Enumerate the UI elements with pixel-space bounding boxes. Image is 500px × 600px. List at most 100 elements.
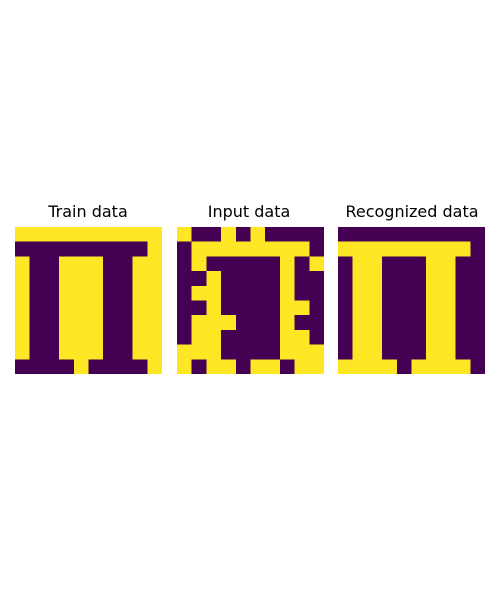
heatmap-cell — [352, 227, 368, 242]
heatmap-cell — [338, 227, 353, 242]
heatmap-cell — [367, 256, 383, 272]
heatmap-cell — [117, 300, 133, 316]
heatmap-cell — [440, 344, 456, 360]
heatmap-cell — [206, 227, 222, 242]
heatmap-cell — [147, 329, 162, 345]
heatmap-cell — [279, 344, 295, 360]
heatmap-cell — [117, 227, 133, 242]
heatmap-cell — [250, 300, 266, 316]
heatmap-cell — [88, 359, 104, 374]
heatmap-cell — [59, 359, 75, 374]
heatmap-cell — [177, 227, 192, 242]
heatmap-cell — [294, 241, 310, 257]
heatmap-cell — [426, 285, 442, 301]
heatmap-cell — [265, 359, 281, 374]
heatmap-cell — [309, 256, 324, 272]
heatmap-cell — [103, 256, 119, 272]
heatmap-cell — [117, 271, 133, 287]
heatmap-cell — [440, 256, 456, 272]
heatmap-cell — [411, 285, 427, 301]
heatmap-cell — [147, 285, 162, 301]
heatmap-cell — [470, 241, 485, 257]
heatmap-cell — [73, 329, 89, 345]
heatmap-cell — [470, 256, 485, 272]
heatmap-cell — [103, 271, 119, 287]
heatmap-cell — [426, 241, 442, 257]
heatmap-cell — [221, 359, 237, 374]
heatmap-cell — [177, 315, 192, 331]
heatmap-cell — [309, 300, 324, 316]
heatmap-cell — [440, 241, 456, 257]
heatmap-cell — [15, 271, 30, 287]
heatmap-cell — [294, 344, 310, 360]
heatmap-cell — [132, 227, 148, 242]
heatmap-cell — [396, 285, 412, 301]
heatmap-cell — [396, 344, 412, 360]
heatmap-cell — [88, 315, 104, 331]
heatmap-cell — [29, 329, 45, 345]
heatmap-cell — [15, 359, 30, 374]
heatmap-cell — [367, 271, 383, 287]
heatmap-cell — [15, 285, 30, 301]
heatmap-cell — [29, 227, 45, 242]
heatmap-cell — [338, 329, 353, 345]
heatmap-cell — [411, 315, 427, 331]
heatmap-cell — [103, 300, 119, 316]
heatmap-cell — [132, 271, 148, 287]
heatmap-cell — [235, 256, 251, 272]
heatmap-cell — [396, 300, 412, 316]
heatmap-cell — [88, 227, 104, 242]
heatmap-cell — [177, 285, 192, 301]
heatmap-cell — [294, 256, 310, 272]
heatmap-cell — [426, 227, 442, 242]
heatmap-cell — [426, 344, 442, 360]
heatmap-cell — [44, 271, 60, 287]
heatmap-cell — [206, 300, 222, 316]
heatmap-cell — [382, 285, 398, 301]
heatmap-cell — [59, 300, 75, 316]
heatmap-cell — [367, 344, 383, 360]
heatmap-cell — [44, 241, 60, 257]
heatmap-cell — [191, 256, 207, 272]
heatmap-cell — [191, 359, 207, 374]
heatmap-cell — [73, 344, 89, 360]
heatmap-cell — [250, 315, 266, 331]
heatmap-cell — [250, 329, 266, 345]
heatmap-cell — [279, 285, 295, 301]
heatmap-cell — [265, 285, 281, 301]
heatmap-cell — [132, 315, 148, 331]
heatmap-cell — [15, 241, 30, 257]
heatmap-cell — [221, 329, 237, 345]
heatmap-cell — [294, 359, 310, 374]
heatmap-cell — [59, 256, 75, 272]
heatmap-cell — [73, 300, 89, 316]
heatmap-cell — [294, 315, 310, 331]
heatmap-cell — [191, 315, 207, 331]
heatmap-cell — [411, 344, 427, 360]
heatmap-cell — [309, 315, 324, 331]
heatmap-cell — [235, 285, 251, 301]
heatmap-cell — [470, 271, 485, 287]
heatmap-cell — [265, 344, 281, 360]
heatmap-cell — [338, 344, 353, 360]
heatmap-cell — [132, 300, 148, 316]
heatmap-cell — [177, 271, 192, 287]
heatmap-cell — [147, 315, 162, 331]
heatmap-cell — [309, 344, 324, 360]
heatmap-cell — [44, 227, 60, 242]
heatmap-cell — [426, 329, 442, 345]
heatmap-cell — [309, 227, 324, 242]
heatmap-cell — [59, 285, 75, 301]
heatmap-cell — [29, 271, 45, 287]
heatmap-cell — [382, 344, 398, 360]
heatmap-cell — [235, 344, 251, 360]
heatmap-cell — [250, 241, 266, 257]
heatmap-cell — [265, 227, 281, 242]
heatmap-cell — [338, 271, 353, 287]
heatmap-cell — [103, 241, 119, 257]
heatmap-cell — [294, 329, 310, 345]
heatmap-cell — [352, 256, 368, 272]
heatmap-cell — [103, 285, 119, 301]
heatmap-cell — [382, 315, 398, 331]
heatmap-cell — [103, 329, 119, 345]
